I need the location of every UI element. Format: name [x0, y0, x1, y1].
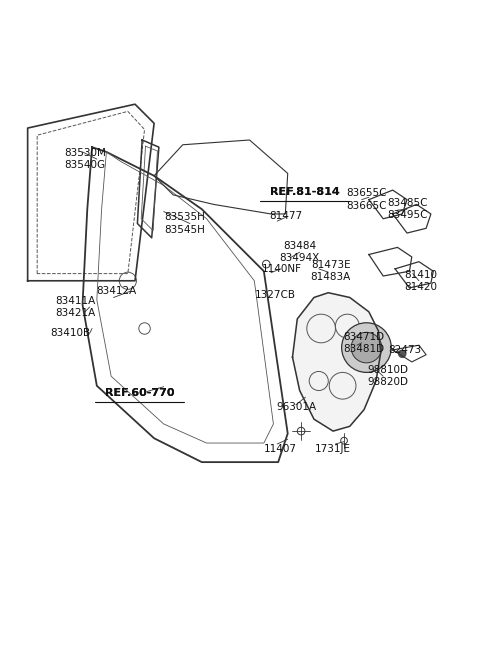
Text: 83655C
83665C: 83655C 83665C	[346, 189, 387, 211]
Text: REF.60-770: REF.60-770	[105, 388, 175, 398]
Text: 81477: 81477	[269, 212, 302, 221]
Circle shape	[342, 323, 391, 373]
Text: 81410
81420: 81410 81420	[404, 269, 437, 292]
Text: 83484
83494X: 83484 83494X	[279, 241, 320, 263]
Text: 11407: 11407	[264, 443, 297, 454]
Text: REF.81-814: REF.81-814	[270, 187, 339, 198]
Text: 83535H
83545H: 83535H 83545H	[165, 212, 205, 235]
Text: 83471D
83481D: 83471D 83481D	[344, 332, 384, 354]
Text: REF.81-814: REF.81-814	[270, 187, 339, 198]
Text: 81473E
81483A: 81473E 81483A	[311, 260, 351, 283]
Text: 83410B: 83410B	[50, 328, 91, 338]
Text: 1140NF: 1140NF	[262, 264, 301, 274]
Text: 83485C
83495C: 83485C 83495C	[387, 198, 427, 220]
Text: 1731JE: 1731JE	[315, 443, 351, 454]
Text: 83411A
83421A: 83411A 83421A	[55, 296, 96, 318]
Text: 83412A: 83412A	[96, 286, 136, 296]
Text: 98810D
98820D: 98810D 98820D	[367, 365, 408, 388]
Circle shape	[351, 332, 382, 363]
Circle shape	[398, 350, 406, 357]
Text: REF.60-770: REF.60-770	[105, 388, 175, 398]
Text: 82473: 82473	[388, 345, 421, 355]
Text: 1327CB: 1327CB	[255, 290, 296, 300]
Text: 83530M
83540G: 83530M 83540G	[64, 148, 106, 170]
Text: 96301A: 96301A	[276, 402, 316, 412]
Polygon shape	[292, 293, 381, 431]
